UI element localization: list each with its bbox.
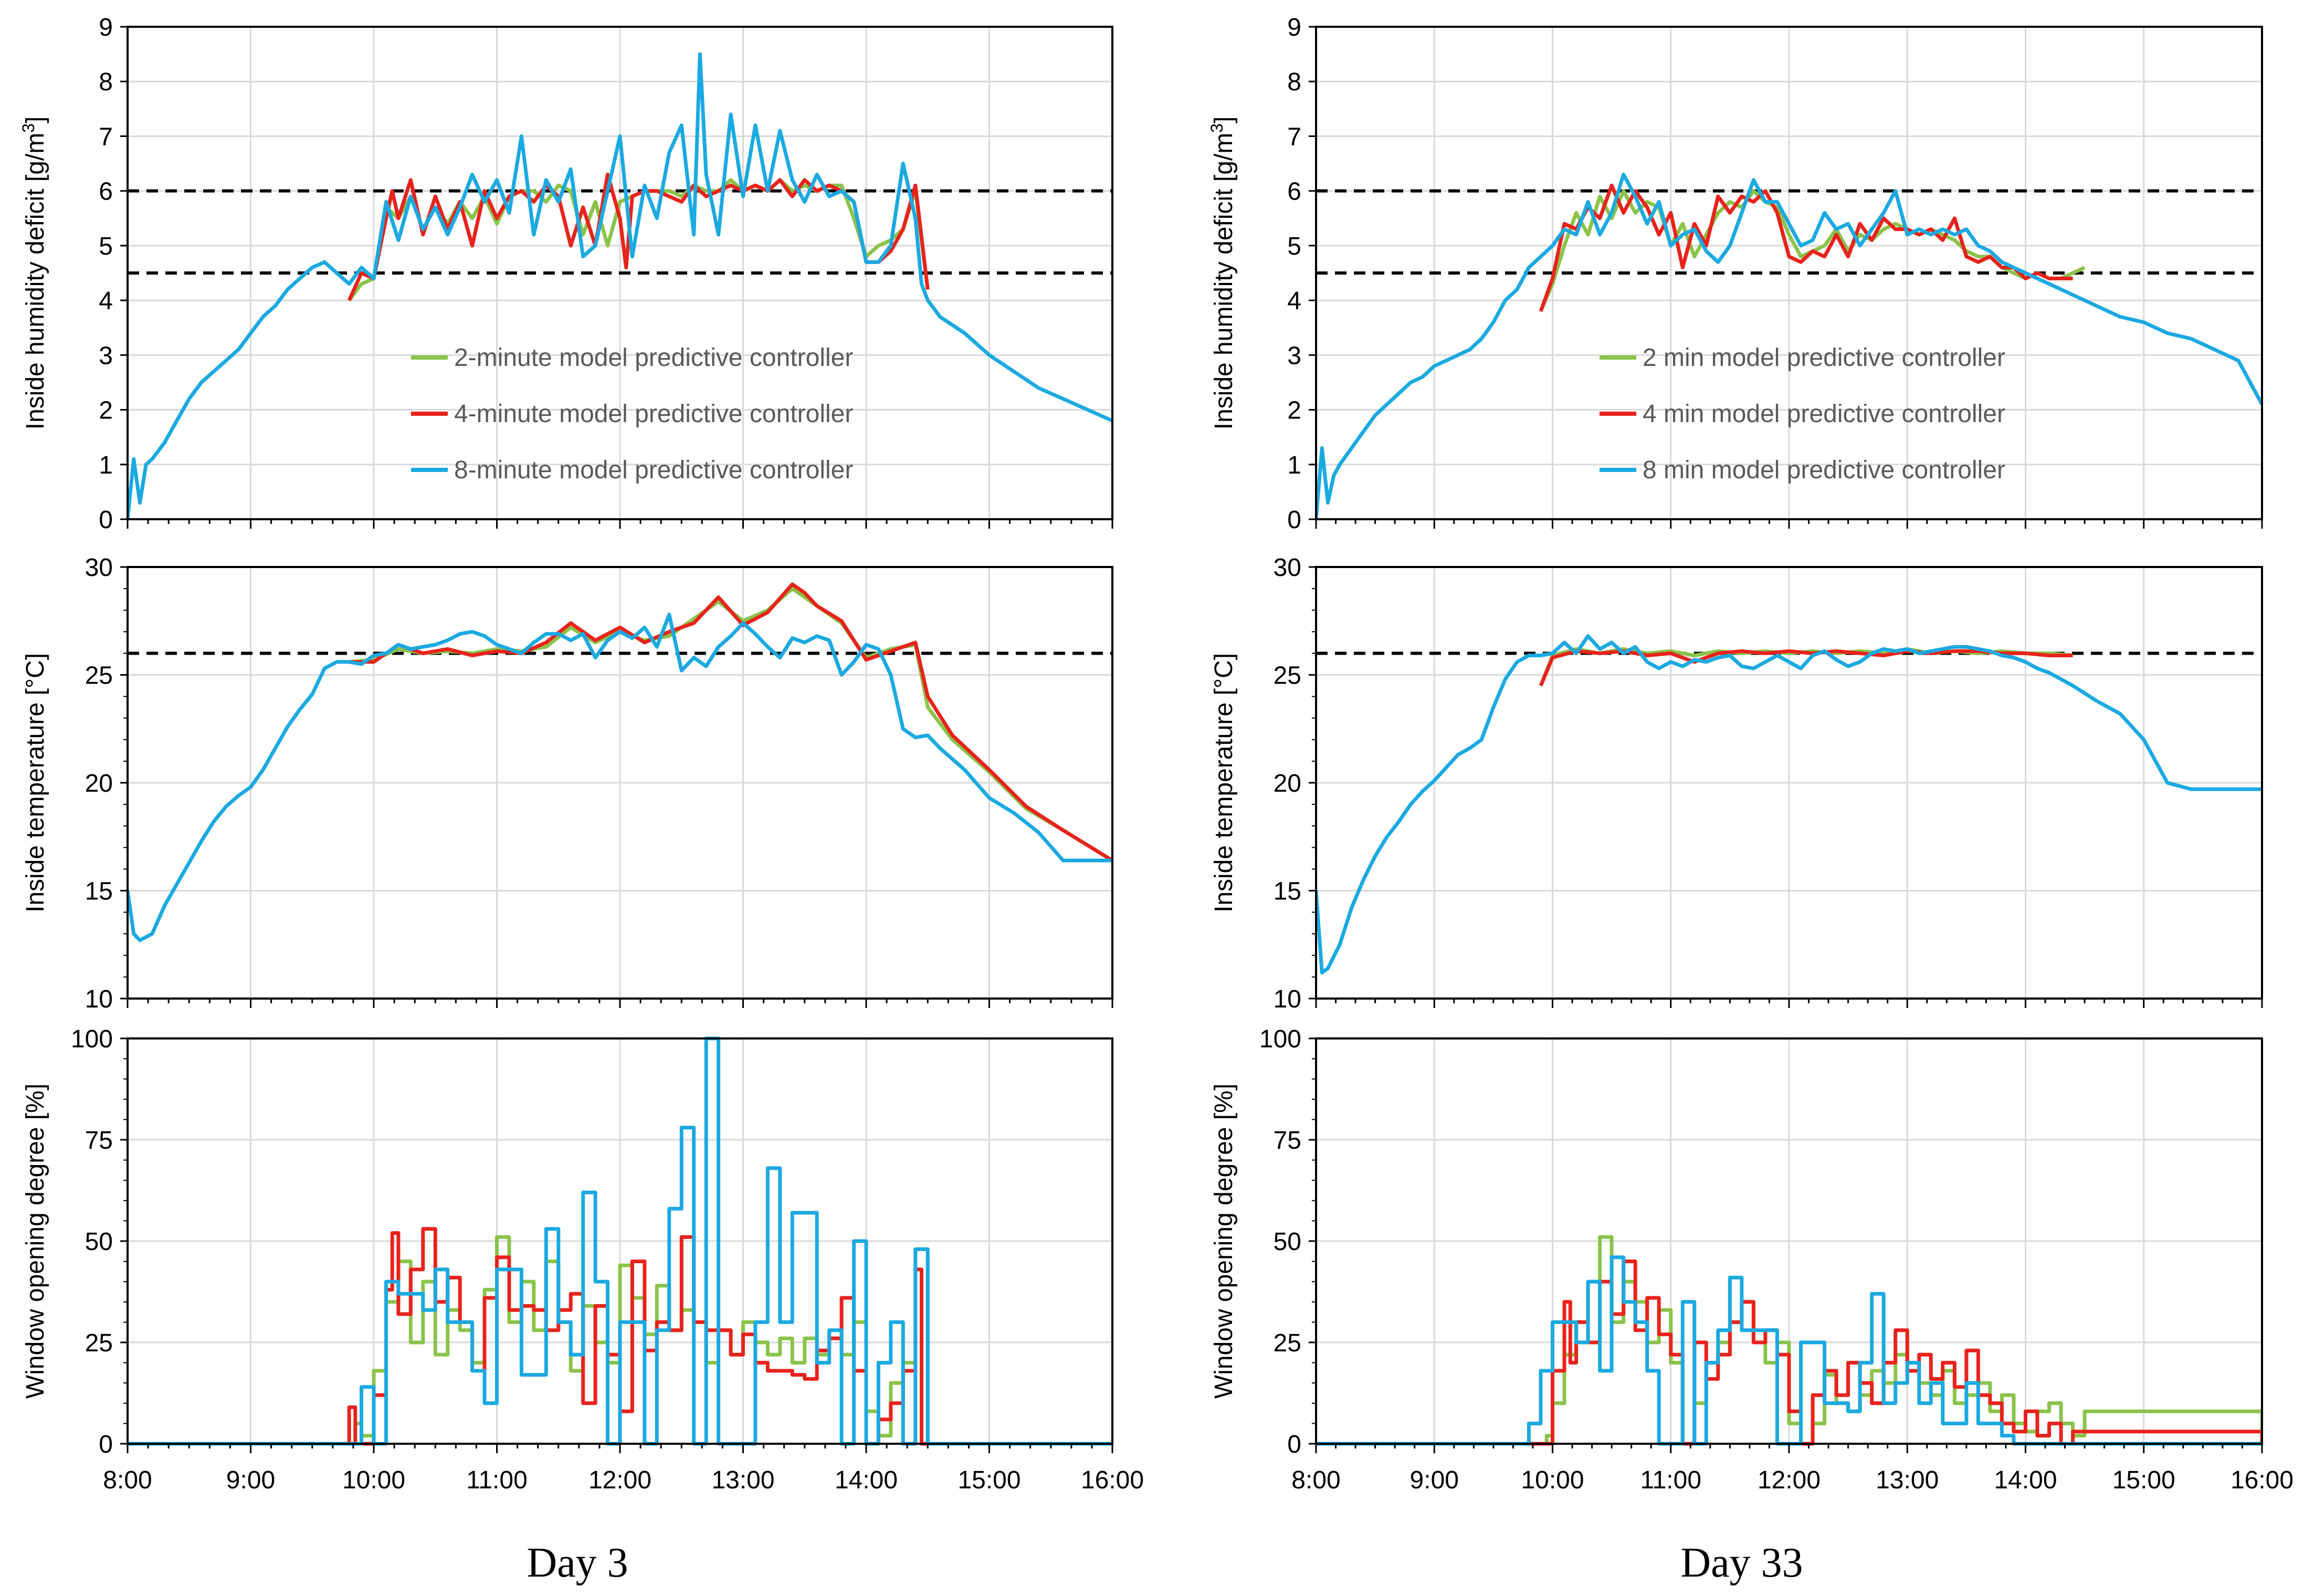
d3-window-ytick-label: 25 [85,1329,113,1357]
d3-window-xtick-label: 15:00 [958,1466,1021,1494]
d3-humidity-ylabel-part: ] [22,117,49,123]
d3-humidity-ytick-label: 4 [99,287,113,315]
d33-humidity-legend-label-mpc4: 4 min model predictive controller [1643,400,2005,428]
d3-temperature-ytick-label: 10 [85,985,113,1013]
d33-window-ylabel: Window opening degree [%] [1210,1084,1238,1399]
d3-humidity-ylabel-part: Inside humidity deficit [g/m [22,133,49,430]
d33-humidity-ytick-label: 8 [1287,68,1301,96]
d3-window-ytick-label: 50 [85,1228,113,1256]
d3-humidity-ytick-label: 3 [99,342,113,370]
d33-temperature-ytick-label: 10 [1274,985,1301,1013]
day33-caption: Day 33 [1680,1540,1803,1586]
d3-window-xtick-label: 16:00 [1081,1466,1144,1494]
d3-window-xtick-label: 11:00 [466,1466,528,1494]
d3-window-ylabel-part: Window opening degree [%] [22,1084,49,1399]
d33-window-chart: 0 25 50 75 100 8:00 9:00 10:00 11:00 12:00 13:00 14… [1210,1025,2294,1494]
d33-humidity-ytick-label: 0 [1287,506,1301,534]
d3-humidity-ytick-label: 2 [99,397,113,425]
d33-window-ytick-label: 75 [1274,1127,1301,1154]
d33-window-xtick-label: 12:00 [1758,1466,1821,1494]
d3-temperature-ylabel-part: Inside temperature [°C] [22,653,49,912]
d3-window-chart: 0 25 50 75 100 8:00 9:00 10:00 11:00 12:00 13:00 14… [22,1025,1144,1494]
d33-temperature-ytick-label: 25 [1274,662,1301,690]
d33-humidity-ytick-label: 5 [1287,233,1301,260]
d33-temperature-chart: 10 15 20 25 30 Inside temperature [°C] [1210,554,2263,1013]
d33-window-xtick-label: 14:00 [1994,1466,2057,1494]
d3-humidity-ylabel-part: 3 [19,123,38,133]
d33-humidity-ylabel-part: Inside humidity deficit [g/m [1210,133,1238,430]
d3-window-xtick-label: 8:00 [103,1466,152,1494]
d33-window-ylabel-part: Window opening degree [%] [1210,1084,1238,1399]
d3-humidity-ylabel: Inside humidity deficit [g/m3] [19,117,49,430]
d33-temperature-ytick-label: 15 [1274,878,1301,906]
d33-humidity-ytick-label: 6 [1287,178,1301,206]
d3-temperature-ytick-label: 30 [85,554,113,582]
d3-humidity-legend-label-mpc2: 2-minute model predictive controller [454,344,853,372]
d33-window-ytick-label: 100 [1259,1025,1301,1053]
d33-humidity-ylabel: Inside humidity deficit [g/m3] [1207,117,1238,430]
d3-humidity-ytick-label: 1 [99,452,113,479]
d33-humidity-ytick-label: 4 [1287,287,1301,315]
d3-humidity-ytick-label: 7 [99,123,113,151]
d3-temperature-ylabel: Inside temperature [°C] [22,653,49,912]
d33-humidity-ylabel-part: 3 [1207,123,1226,133]
d33-humidity-ytick-label: 2 [1287,397,1301,425]
d3-humidity-legend-label-mpc4: 4-minute model predictive controller [454,400,853,428]
d33-temperature-ylabel-part: Inside temperature [°C] [1210,653,1238,912]
d3-window-ytick-label: 0 [99,1431,113,1458]
d33-humidity-series-mpc8 [1316,172,2262,520]
d33-humidity-legend-label-mpc2: 2 min model predictive controller [1643,344,2005,372]
d33-temperature-ylabel: Inside temperature [°C] [1210,653,1238,912]
d33-temperature-ytick-label: 30 [1274,554,1301,582]
d3-window-xtick-label: 12:00 [588,1466,651,1494]
d3-window-xtick-label: 14:00 [835,1466,898,1494]
d33-humidity-series-mpc4 [1539,183,2073,312]
day3-caption: Day 3 [527,1540,628,1586]
d3-window-series-mpc8 [128,1036,1112,1446]
d33-humidity-ytick-label: 1 [1287,452,1301,479]
d3-window-ytick-label: 75 [85,1127,113,1154]
d3-temperature-series-mpc8 [128,612,1112,942]
d33-window-xtick-label: 15:00 [2112,1466,2175,1494]
d33-window-ytick-label: 0 [1287,1431,1301,1458]
d3-humidity-legend-label-mpc8: 8-minute model predictive controller [454,456,853,484]
d3-humidity-ytick-label: 6 [99,178,113,206]
d3-window-xtick-label: 10:00 [342,1466,405,1494]
d3-temperature-ytick-label: 20 [85,770,113,797]
d33-window-xtick-label: 10:00 [1521,1466,1584,1494]
d33-temperature-series-mpc8 [1316,634,2262,975]
d33-humidity-ytick-label: 9 [1287,14,1301,41]
d33-temperature-ytick-label: 20 [1274,770,1301,797]
d3-temperature-chart: 10 15 20 25 30 Inside temperature [°C] [22,554,1113,1013]
d3-humidity-series-mpc8 [128,52,1112,520]
d3-temperature-ytick-label: 15 [85,878,113,906]
d3-humidity-ytick-label: 9 [99,14,113,41]
d3-window-xtick-label: 9:00 [226,1466,275,1494]
d3-window-ytick-label: 100 [71,1025,113,1053]
d33-window-xtick-label: 9:00 [1410,1466,1459,1494]
d33-humidity-ytick-label: 3 [1287,342,1301,370]
d33-humidity-ytick-label: 7 [1287,123,1301,151]
d3-window-xtick-label: 13:00 [711,1466,774,1494]
d3-humidity-ytick-label: 5 [99,233,113,260]
d33-window-xtick-label: 13:00 [1876,1466,1939,1494]
d33-window-xtick-label: 8:00 [1291,1466,1340,1494]
d33-window-xtick-label: 11:00 [1640,1466,1701,1494]
d33-humidity-legend-label-mpc8: 8 min model predictive controller [1643,456,2005,484]
d33-window-xtick-label: 16:00 [2231,1466,2294,1494]
d33-window-ytick-label: 50 [1274,1228,1301,1256]
d33-window-ytick-label: 25 [1274,1329,1301,1357]
d3-humidity-ytick-label: 8 [99,68,113,96]
d3-window-ylabel: Window opening degree [%] [22,1084,49,1399]
d3-temperature-series-mpc4 [349,582,1112,862]
d3-humidity-ytick-label: 0 [99,506,113,534]
d33-humidity-ylabel-part: ] [1210,117,1238,123]
d3-temperature-ytick-label: 25 [85,662,113,690]
